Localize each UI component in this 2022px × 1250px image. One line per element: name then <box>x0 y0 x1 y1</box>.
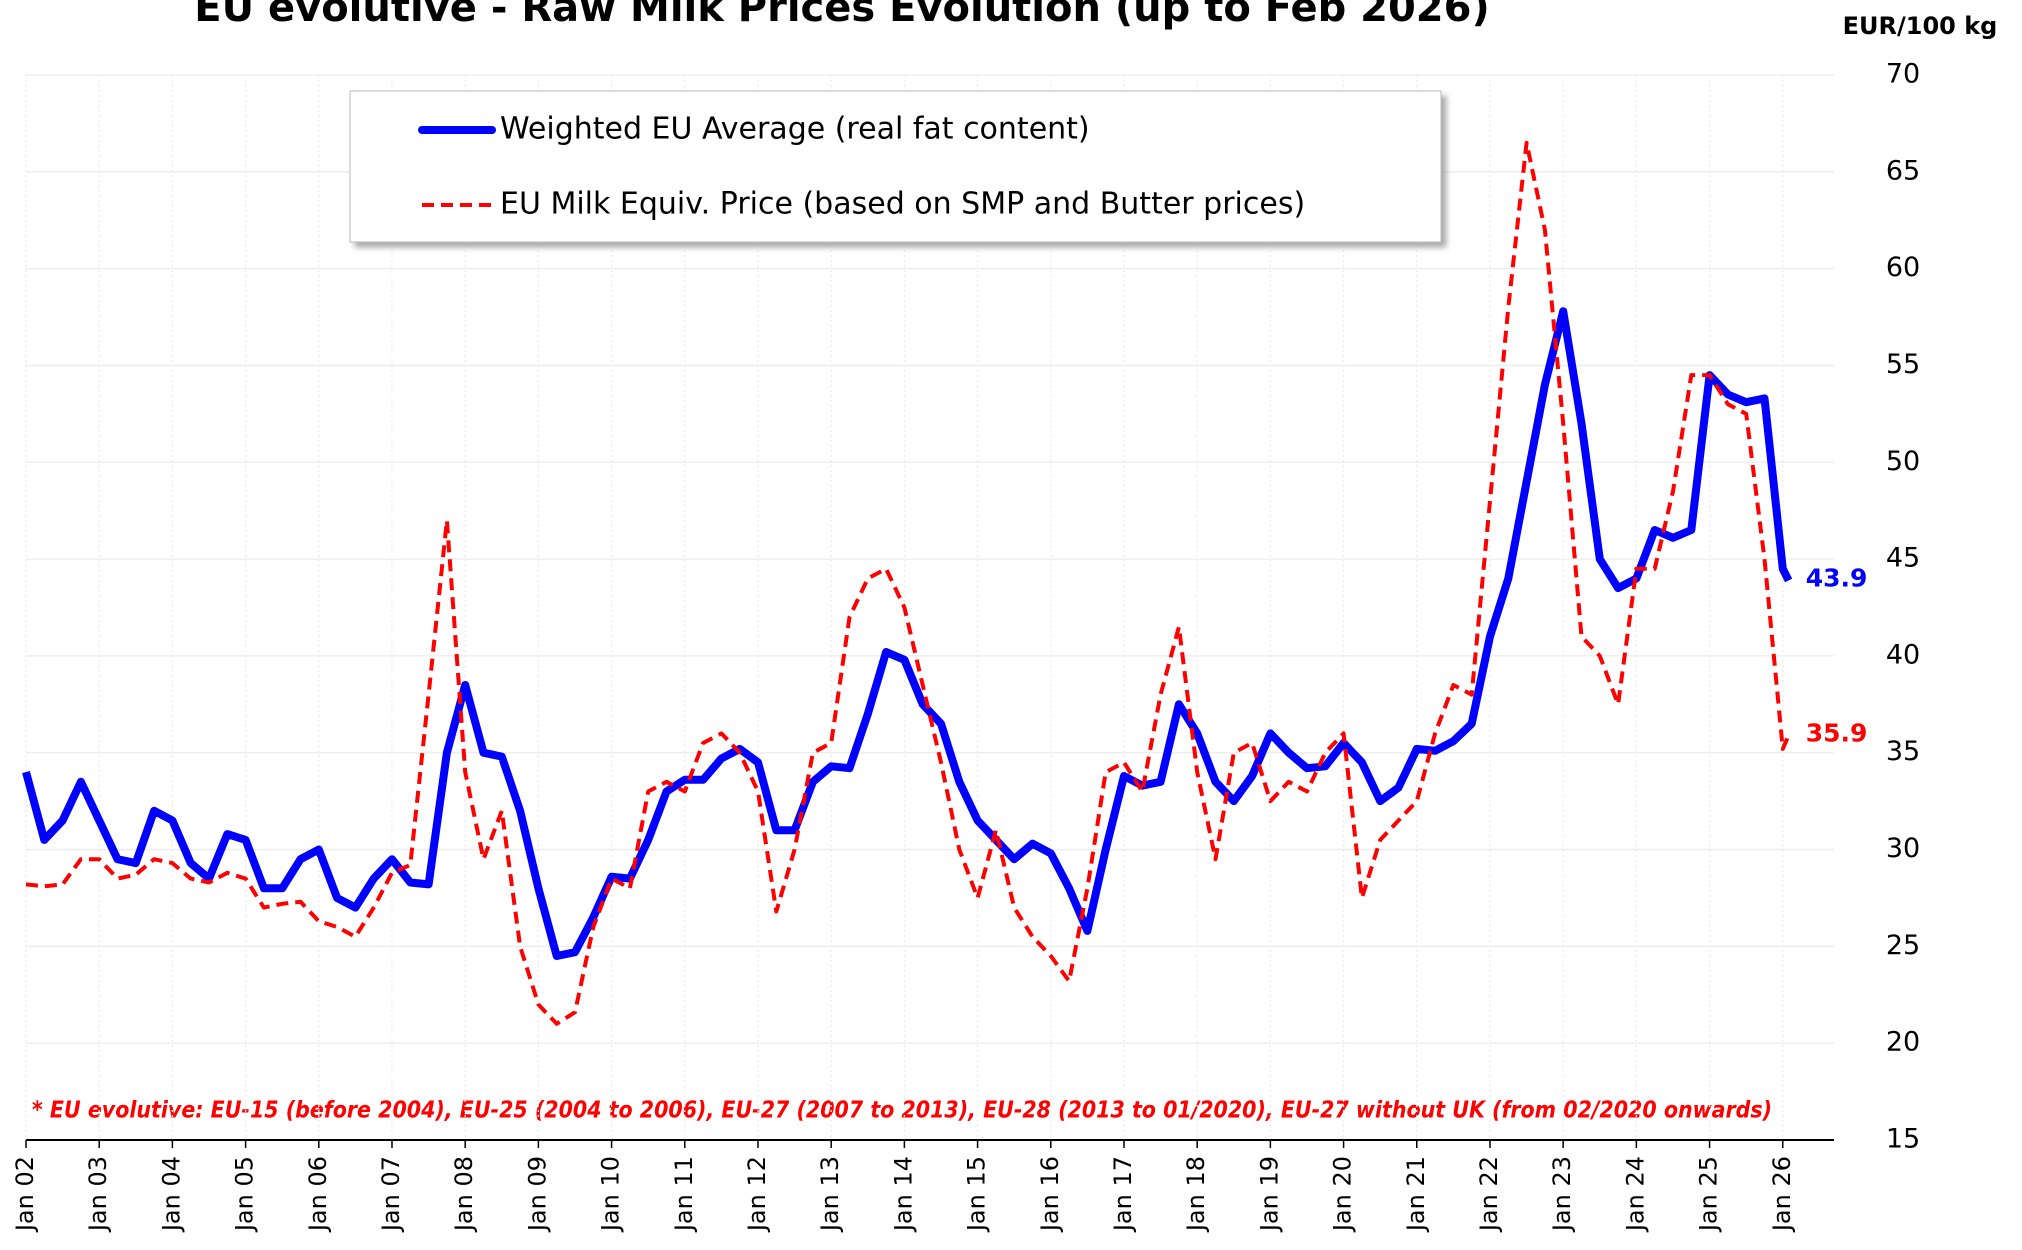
footnote: * EU evolutive: EU-15 (before 2004), EU-… <box>32 1098 1772 1124</box>
y-tick-label: 50 <box>1886 446 1920 477</box>
end-value-label: 35.9 <box>1806 718 1868 747</box>
x-tick-label: Jan 03 <box>84 1156 112 1233</box>
y-tick-label: 60 <box>1886 252 1920 283</box>
x-tick-label: Jan 11 <box>670 1156 698 1233</box>
y-tick-label: 40 <box>1886 639 1920 670</box>
y-tick-label: 15 <box>1886 1124 1920 1155</box>
x-tick-label: Jan 14 <box>889 1156 917 1233</box>
x-tick-label: Jan 26 <box>1768 1156 1796 1233</box>
x-tick-label: Jan 23 <box>1548 1156 1576 1233</box>
x-tick-label: Jan 20 <box>1329 1156 1357 1233</box>
legend-label: Weighted EU Average (real fat content) <box>500 112 1090 147</box>
y-tick-label: 70 <box>1886 59 1920 90</box>
x-tick-label: Jan 04 <box>157 1156 185 1233</box>
plot-area: 15 20 25 30 35 40 45 50 55 60 65 70 Jan 02 Jan 03 Jan … <box>11 59 1920 1234</box>
x-tick-label: Jan 09 <box>523 1156 551 1233</box>
x-tick-label: Jan 13 <box>816 1156 844 1233</box>
x-tick-label: Jan 12 <box>743 1156 771 1233</box>
chart-title: EU evolutive - Raw Milk Prices Evolution… <box>194 0 1489 31</box>
y-tick-label: 20 <box>1886 1027 1920 1058</box>
legend: Weighted EU Average (real fat content) EU… <box>349 90 1442 243</box>
series-line <box>22 307 1793 960</box>
x-tick-label: Jan 06 <box>304 1156 332 1233</box>
x-tick-label: Jan 22 <box>1475 1156 1503 1233</box>
x-tick-label: Jan 21 <box>1402 1156 1430 1233</box>
x-tick-label: Jan 24 <box>1621 1156 1649 1233</box>
y-tick-label: 55 <box>1886 349 1920 380</box>
x-tick-label: Jan 17 <box>1109 1156 1137 1233</box>
x-tick-label: Jan 19 <box>1255 1156 1283 1233</box>
legend-box <box>349 90 1442 243</box>
y-tick-label: 65 <box>1886 155 1920 186</box>
y-tick-label: 30 <box>1886 833 1920 864</box>
x-tick-label: Jan 02 <box>11 1156 39 1233</box>
x-tick-label: Jan 05 <box>231 1156 259 1233</box>
series-line <box>25 140 1791 1026</box>
end-value-label: 43.9 <box>1806 563 1868 592</box>
x-tick-label: Jan 25 <box>1695 1156 1723 1233</box>
x-tick-label: Jan 15 <box>963 1156 991 1233</box>
y-tick-label: 35 <box>1886 736 1920 767</box>
legend-label: EU Milk Equiv. Price (based on SMP and B… <box>500 187 1305 222</box>
y-tick-label: 25 <box>1886 930 1920 961</box>
y-tick-label: 45 <box>1886 543 1920 574</box>
x-tick-label: Jan 10 <box>597 1156 625 1233</box>
y-axis-label: EUR/100 kg <box>1843 12 1998 40</box>
x-tick-label: Jan 08 <box>450 1156 478 1233</box>
x-tick-label: Jan 16 <box>1036 1156 1064 1233</box>
x-tick-label: Jan 18 <box>1182 1156 1210 1233</box>
x-tick-label: Jan 07 <box>377 1156 405 1233</box>
